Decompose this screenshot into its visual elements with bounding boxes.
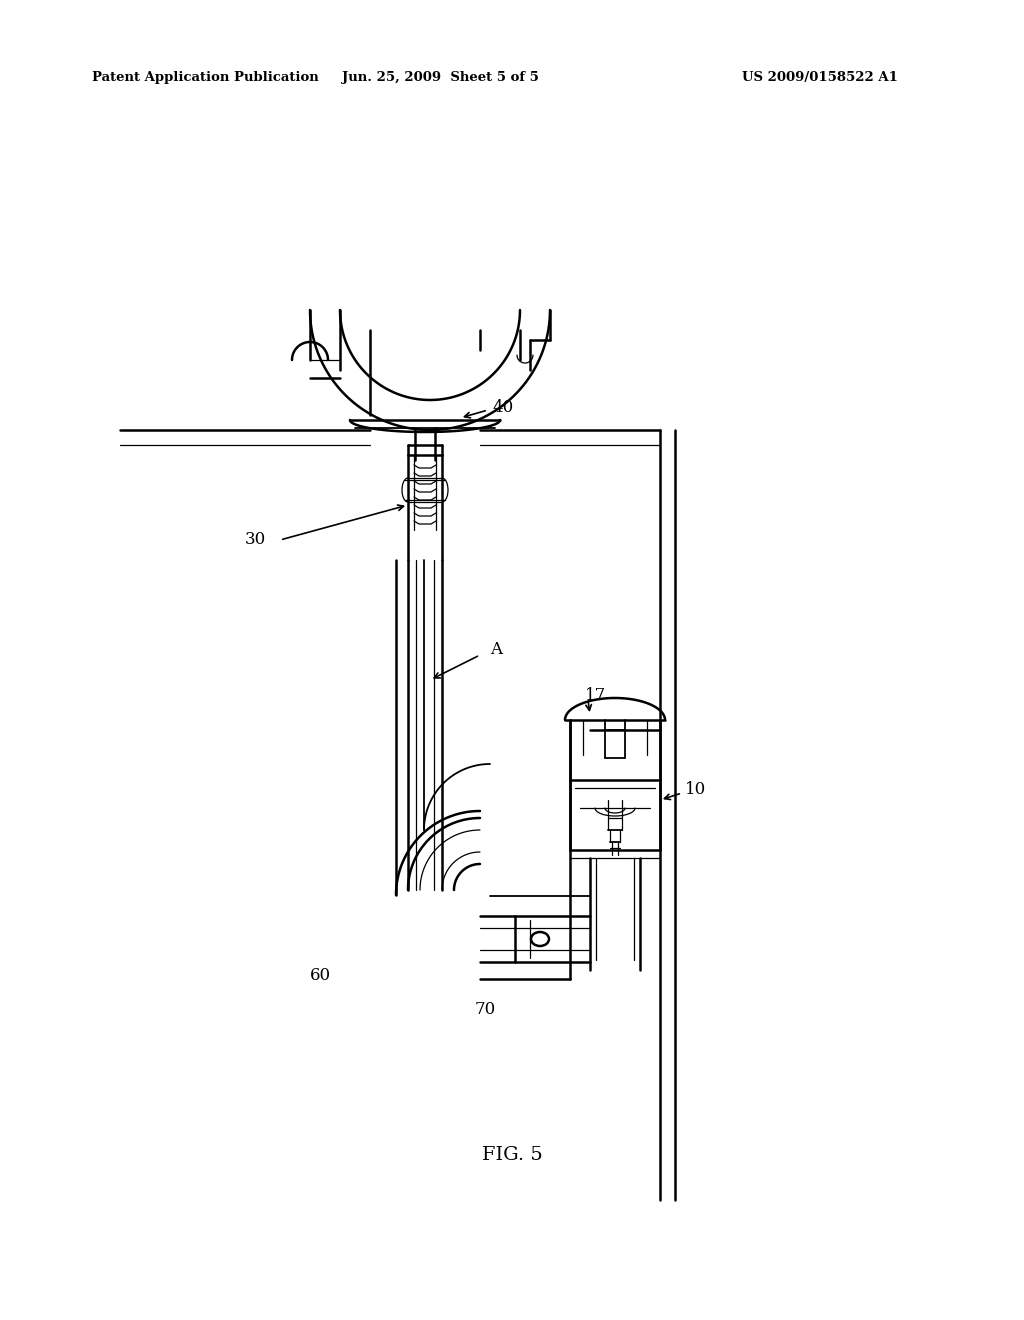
Text: 30: 30 xyxy=(245,532,266,549)
Text: 60: 60 xyxy=(310,966,331,983)
Text: 70: 70 xyxy=(475,1002,497,1019)
Text: 40: 40 xyxy=(492,399,513,416)
Text: Jun. 25, 2009  Sheet 5 of 5: Jun. 25, 2009 Sheet 5 of 5 xyxy=(342,71,539,84)
Text: US 2009/0158522 A1: US 2009/0158522 A1 xyxy=(742,71,898,84)
Text: Patent Application Publication: Patent Application Publication xyxy=(92,71,318,84)
Text: A: A xyxy=(490,642,502,659)
Text: FIG. 5: FIG. 5 xyxy=(481,1146,543,1164)
Text: 17: 17 xyxy=(585,686,606,704)
Text: 10: 10 xyxy=(685,781,707,799)
